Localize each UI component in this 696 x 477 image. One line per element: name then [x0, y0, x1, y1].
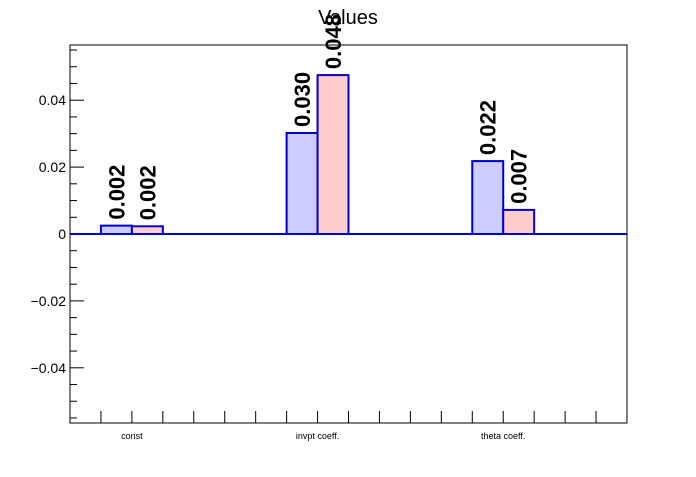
bar — [285, 131, 319, 235]
y-tick-label: 0.04 — [39, 92, 66, 108]
bar-value-label: 0.007 — [507, 149, 532, 204]
bar-value-label: 0.022 — [476, 100, 501, 155]
bar — [502, 208, 536, 235]
bar — [471, 160, 505, 236]
bar — [99, 224, 133, 235]
bar — [316, 74, 350, 235]
y-tick-label: 0.02 — [39, 159, 66, 175]
bar-value-label: 0.048 — [321, 14, 346, 69]
y-tick-label: −0.02 — [31, 293, 67, 309]
x-category-label: const — [121, 431, 143, 441]
bar-value-label: 0.002 — [104, 165, 129, 220]
x-category-label: invpt coeff. — [296, 431, 339, 441]
x-category-label: theta coeff. — [481, 431, 525, 441]
bar-value-label: 0.030 — [290, 72, 315, 127]
y-tick-label: −0.04 — [31, 360, 67, 376]
y-tick-label: 0 — [58, 226, 66, 242]
chart-title: Values — [318, 7, 378, 29]
bar — [130, 225, 164, 236]
bar-value-label: 0.002 — [135, 165, 160, 220]
